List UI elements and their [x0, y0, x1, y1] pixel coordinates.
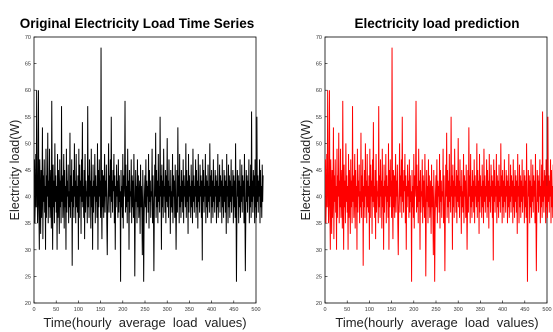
- chart-original-y-tick-label: 65: [25, 62, 31, 68]
- chart-original-x-label: Time(hourly average load values): [43, 315, 246, 330]
- chart-prediction-series-line: [324, 47, 553, 282]
- chart-prediction-y-tick-label: 50: [316, 141, 322, 147]
- chart-prediction-x-ticks: 0 50 100 150 200 250 300 350 400 450 500: [323, 300, 552, 313]
- chart-original-y-tick-label: 55: [25, 115, 31, 121]
- chart-prediction-y-tick-label: 20: [316, 301, 322, 307]
- chart-prediction-y-tick-label: 25: [316, 274, 322, 280]
- chart-prediction: Electricity load prediction 0 50 100 150 200…: [299, 16, 553, 330]
- chart-original-x-tick-label: 450: [229, 307, 238, 313]
- chart-prediction-x-tick-label: 300: [454, 307, 463, 313]
- chart-prediction-x-tick-label: 450: [520, 307, 529, 313]
- chart-prediction-y-tick-label: 70: [316, 35, 322, 41]
- chart-original-x-tick-label: 50: [53, 307, 59, 313]
- chart-original-x-tick-label: 300: [163, 307, 172, 313]
- chart-prediction-series: [324, 47, 553, 282]
- chart-original-x-tick-label: 200: [118, 307, 127, 313]
- chart-prediction-x-tick-label: 50: [344, 307, 350, 313]
- chart-original-series: [33, 47, 264, 282]
- chart-prediction-y-tick-label: 45: [316, 168, 322, 174]
- chart-original-y-label: Electricity load(W): [8, 120, 22, 221]
- chart-original-y-tick-label: 35: [25, 221, 31, 227]
- chart-prediction-y-tick-label: 60: [316, 88, 322, 94]
- chart-prediction-title: Electricity load prediction: [354, 16, 519, 31]
- chart-original-title: Original Electricity Load Time Series: [20, 16, 255, 31]
- chart-prediction-x-tick-label: 200: [409, 307, 418, 313]
- chart-original-y-tick-label: 40: [25, 195, 31, 201]
- chart-prediction-x-tick-label: 150: [387, 307, 396, 313]
- chart-prediction-x-tick-label: 100: [365, 307, 374, 313]
- chart-original-y-tick-label: 30: [25, 248, 31, 254]
- chart-original-x-tick-label: 350: [185, 307, 194, 313]
- chart-prediction-x-tick-label: 400: [498, 307, 507, 313]
- chart-original-x-tick-label: 100: [74, 307, 83, 313]
- chart-prediction-y-ticks: 20 25 30 35 40 45 50 55 60 65 70: [316, 35, 328, 307]
- chart-original-x-tick-label: 150: [96, 307, 105, 313]
- chart-prediction-x-tick-label: 500: [542, 307, 551, 313]
- chart-original: Original Electricity Load Time Series 0 5…: [8, 16, 264, 330]
- chart-prediction-y-tick-label: 30: [316, 248, 322, 254]
- chart-original-x-ticks: 0 50 100 150 200 250 300 350 400 450 500: [32, 300, 261, 313]
- chart-prediction-y-tick-label: 40: [316, 195, 322, 201]
- chart-prediction-x-label: Time(hourly average load values): [335, 315, 538, 330]
- chart-original-y-tick-label: 60: [25, 88, 31, 94]
- chart-original-y-tick-label: 20: [25, 301, 31, 307]
- chart-prediction-y-label: Electricity load(W): [299, 120, 313, 221]
- chart-original-y-tick-label: 45: [25, 168, 31, 174]
- chart-original-y-tick-label: 70: [25, 35, 31, 41]
- chart-prediction-y-tick-label: 55: [316, 115, 322, 121]
- chart-original-y-tick-label: 25: [25, 274, 31, 280]
- chart-original-x-tick-label: 400: [207, 307, 216, 313]
- chart-prediction-y-tick-label: 65: [316, 62, 322, 68]
- chart-original-y-ticks: 20 25 30 35 40 45 50 55 60 65 70: [25, 35, 37, 307]
- chart-original-y-tick-label: 50: [25, 141, 31, 147]
- chart-prediction-x-tick-label: 0: [323, 307, 326, 313]
- chart-original-x-tick-label: 500: [251, 307, 260, 313]
- chart-prediction-y-tick-label: 35: [316, 221, 322, 227]
- chart-original-series-line: [33, 47, 264, 282]
- chart-original-x-tick-label: 250: [140, 307, 149, 313]
- chart-prediction-x-tick-label: 250: [431, 307, 440, 313]
- chart-prediction-x-tick-label: 350: [476, 307, 485, 313]
- chart-original-x-tick-label: 0: [32, 307, 35, 313]
